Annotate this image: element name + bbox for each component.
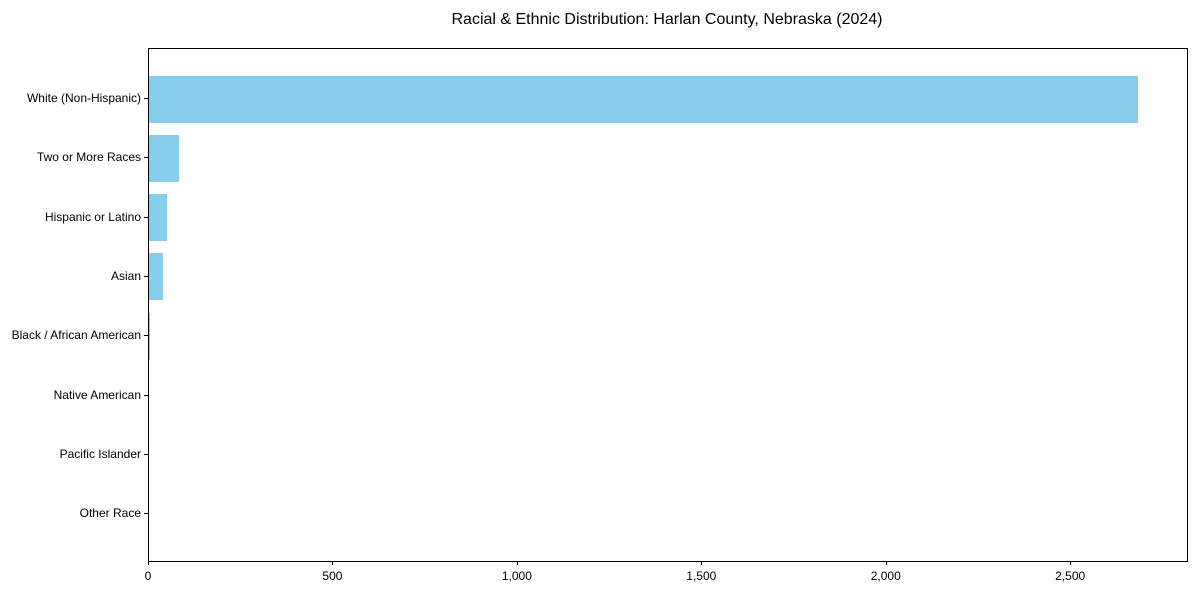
x-tick-mark <box>885 561 887 565</box>
y-tick-mark <box>144 394 148 396</box>
plot-area <box>148 48 1188 562</box>
y-tick-mark <box>144 216 148 218</box>
y-axis-label-other-race: Other Race <box>79 506 141 521</box>
bar-hispanic-or-latino <box>149 194 168 242</box>
x-tick-mark <box>148 561 149 565</box>
bar-two-or-more-races <box>149 134 179 182</box>
chart-title: Racial & Ethnic Distribution: Harlan Cou… <box>451 11 883 28</box>
x-axis-tick-label: 2,000 <box>870 569 901 583</box>
y-tick-mark <box>144 157 148 159</box>
y-axis-label-two-or-more-races: Two or More Races <box>36 150 141 165</box>
y-tick-mark <box>144 453 148 455</box>
y-axis-label-asian: Asian <box>110 268 141 283</box>
y-tick-mark <box>144 98 148 99</box>
x-axis-tick-label: 1,500 <box>686 569 717 583</box>
x-tick-mark <box>1070 561 1072 565</box>
y-tick-mark <box>144 275 148 277</box>
y-tick-mark <box>144 335 148 337</box>
x-tick-mark <box>701 561 703 565</box>
y-tick-mark <box>144 513 148 515</box>
bar-white-non-hispanic <box>149 75 1138 123</box>
y-axis-label-hispanic-or-latino: Hispanic or Latino <box>44 209 141 224</box>
y-axis-label-pacific-islander: Pacific Islander <box>59 446 141 461</box>
y-axis-label-white-non-hispanic: White (Non-Hispanic) <box>26 91 141 105</box>
x-tick-mark <box>516 561 518 565</box>
x-axis-tick-label: 0 <box>144 569 152 583</box>
y-axis-label-native-american: Native American <box>53 387 141 402</box>
bar-black-african-american <box>149 312 151 360</box>
x-axis-tick-label: 2,500 <box>1055 569 1086 583</box>
x-axis-tick-label: 1,000 <box>501 569 532 583</box>
bar-asian <box>149 253 164 301</box>
x-tick-mark <box>332 561 334 565</box>
x-axis-tick-label: 500 <box>322 569 343 583</box>
y-axis-label-black-african-american: Black / African American <box>11 328 141 343</box>
